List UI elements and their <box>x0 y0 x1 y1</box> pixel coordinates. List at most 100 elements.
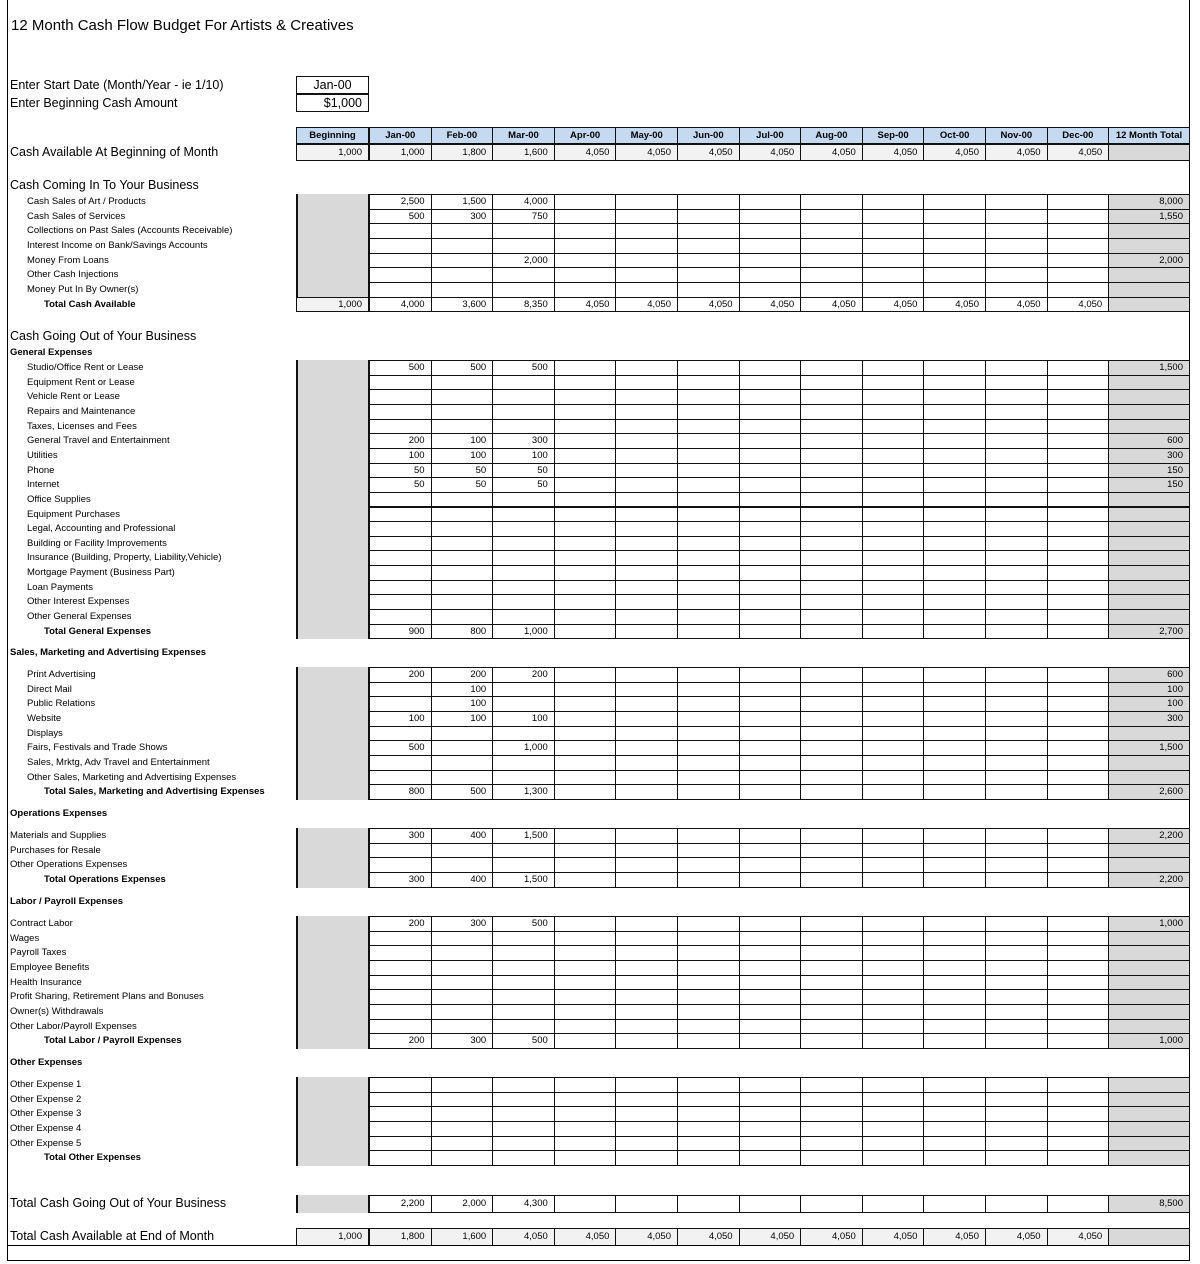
month-cell[interactable] <box>800 1091 863 1108</box>
month-cell[interactable] <box>923 477 986 493</box>
month-cell[interactable] <box>738 1120 802 1137</box>
month-cell[interactable] <box>369 374 432 391</box>
month-cell[interactable] <box>492 403 555 420</box>
month-cell[interactable] <box>369 521 432 537</box>
month-cell[interactable] <box>615 916 678 932</box>
month-cell[interactable] <box>677 1195 740 1213</box>
month-cell[interactable] <box>615 491 678 508</box>
month-cell[interactable] <box>430 594 494 611</box>
month-cell[interactable] <box>861 681 925 698</box>
month-cell[interactable] <box>800 360 863 376</box>
month-cell[interactable]: 4,050 <box>861 296 925 313</box>
month-cell[interactable] <box>985 1018 1048 1035</box>
month-cell[interactable] <box>369 237 432 254</box>
month-cell[interactable] <box>738 1150 802 1166</box>
month-cell[interactable] <box>615 594 678 611</box>
month-cell[interactable] <box>800 535 863 552</box>
month-cell[interactable] <box>738 223 802 239</box>
month-cell[interactable]: 500 <box>369 740 432 756</box>
month-cell[interactable] <box>677 1077 740 1093</box>
month-cell[interactable] <box>1046 974 1110 991</box>
month-cell[interactable]: 1,500 <box>492 871 555 888</box>
month-cell[interactable] <box>615 433 678 449</box>
month-cell[interactable] <box>861 550 925 567</box>
month-cell[interactable] <box>861 1018 925 1035</box>
month-cell[interactable] <box>923 237 986 254</box>
month-cell[interactable]: 100 <box>492 710 555 727</box>
month-cell[interactable] <box>492 696 555 712</box>
month-cell[interactable] <box>615 1106 678 1122</box>
month-cell[interactable] <box>492 769 555 786</box>
month-cell[interactable] <box>492 1018 555 1035</box>
month-cell[interactable] <box>553 740 617 756</box>
month-cell[interactable] <box>985 871 1048 888</box>
month-cell[interactable] <box>923 667 986 683</box>
month-cell[interactable] <box>985 1003 1048 1020</box>
month-cell[interactable] <box>738 521 802 537</box>
month-cell[interactable]: 100 <box>369 447 432 464</box>
month-cell[interactable] <box>430 237 494 254</box>
month-cell[interactable] <box>800 1033 863 1049</box>
month-cell[interactable] <box>1046 871 1110 888</box>
month-cell[interactable] <box>1046 916 1110 932</box>
month-cell[interactable] <box>800 871 863 888</box>
month-cell[interactable] <box>492 1120 555 1137</box>
month-cell[interactable] <box>677 223 740 239</box>
month-cell[interactable] <box>738 281 802 298</box>
month-cell[interactable] <box>553 1195 617 1213</box>
month-cell[interactable] <box>677 681 740 698</box>
month-cell[interactable] <box>430 506 494 523</box>
month-cell[interactable] <box>985 433 1048 449</box>
month-cell[interactable] <box>861 281 925 298</box>
month-cell[interactable] <box>738 696 802 712</box>
month-cell[interactable] <box>1046 418 1110 435</box>
month-cell[interactable] <box>985 550 1048 567</box>
month-cell[interactable]: 1,000 <box>492 740 555 756</box>
month-cell[interactable] <box>738 974 802 991</box>
month-cell[interactable] <box>1046 447 1110 464</box>
month-cell[interactable] <box>553 267 617 283</box>
month-cell[interactable] <box>492 842 555 859</box>
month-cell[interactable] <box>800 521 863 537</box>
month-cell[interactable] <box>492 945 555 961</box>
month-cell[interactable] <box>800 477 863 493</box>
month-cell[interactable] <box>677 959 740 976</box>
month-cell[interactable] <box>985 609 1048 625</box>
month-cell[interactable] <box>738 769 802 786</box>
month-cell[interactable] <box>430 491 494 508</box>
month-cell[interactable]: 400 <box>430 871 494 888</box>
month-cell[interactable] <box>800 1150 863 1166</box>
month-cell[interactable] <box>553 828 617 844</box>
month-cell[interactable] <box>369 959 432 976</box>
month-cell[interactable] <box>923 418 986 435</box>
month-cell[interactable] <box>677 1091 740 1108</box>
start-date-input[interactable]: Jan-00 <box>296 76 369 94</box>
month-cell[interactable] <box>985 842 1048 859</box>
month-cell[interactable] <box>369 281 432 298</box>
month-cell[interactable] <box>923 681 986 698</box>
month-cell[interactable] <box>800 740 863 756</box>
month-cell[interactable] <box>1046 252 1110 269</box>
month-cell[interactable] <box>553 1150 617 1166</box>
month-cell[interactable] <box>923 252 986 269</box>
month-cell[interactable] <box>677 1150 740 1166</box>
month-cell[interactable] <box>1046 1120 1110 1137</box>
month-cell[interactable] <box>1046 521 1110 537</box>
month-cell[interactable] <box>553 550 617 567</box>
month-cell[interactable] <box>800 1135 863 1152</box>
month-cell[interactable] <box>615 194 678 210</box>
month-cell[interactable] <box>553 252 617 269</box>
month-cell[interactable] <box>677 491 740 508</box>
month-cell[interactable] <box>492 579 555 596</box>
month-cell[interactable] <box>1046 623 1110 640</box>
month-cell[interactable] <box>369 1120 432 1137</box>
month-cell[interactable] <box>923 1033 986 1049</box>
month-cell[interactable] <box>861 609 925 625</box>
month-cell[interactable] <box>985 1033 1048 1049</box>
month-cell[interactable] <box>615 1033 678 1049</box>
month-cell[interactable] <box>615 579 678 596</box>
month-cell[interactable] <box>985 281 1048 298</box>
month-cell[interactable] <box>861 194 925 210</box>
month-cell[interactable] <box>923 710 986 727</box>
month-cell[interactable] <box>861 418 925 435</box>
